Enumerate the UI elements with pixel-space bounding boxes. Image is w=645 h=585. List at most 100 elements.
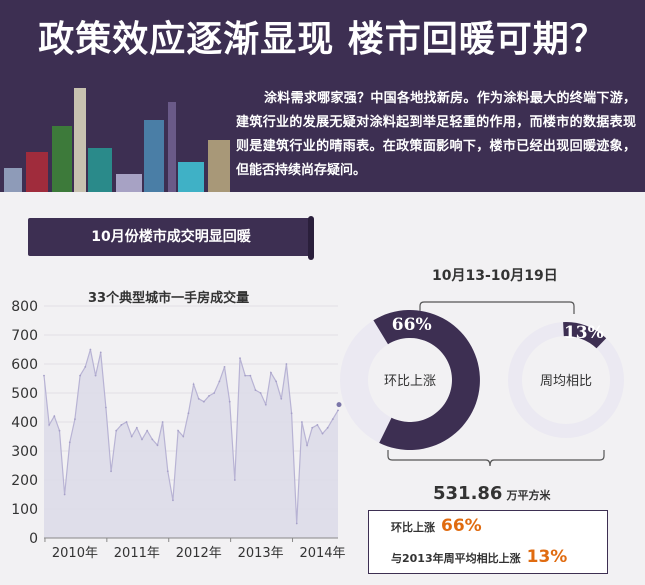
data-point xyxy=(110,470,112,473)
data-point xyxy=(187,412,190,415)
data-point xyxy=(202,400,205,403)
data-point xyxy=(270,371,272,374)
data-point xyxy=(177,429,180,432)
last-point-marker xyxy=(336,402,342,408)
top-bracket xyxy=(419,301,575,314)
series-area xyxy=(44,349,338,538)
data-point xyxy=(218,380,221,383)
data-point xyxy=(141,438,143,441)
data-point xyxy=(120,424,123,426)
data-point xyxy=(213,392,216,394)
data-point xyxy=(84,366,87,368)
data-point xyxy=(326,426,329,429)
data-point xyxy=(192,383,195,386)
y-tick-label: 700 xyxy=(11,328,38,344)
data-point xyxy=(125,421,128,423)
data-point xyxy=(89,348,92,351)
data-point xyxy=(244,374,247,377)
data-point xyxy=(321,432,324,435)
data-point xyxy=(233,479,236,481)
donut-value-label: 13% xyxy=(564,323,604,343)
total-area-value: 531.86 万平方米 xyxy=(433,483,550,504)
page-title: 政策效应逐渐显现 楼市回暖可期？ xyxy=(38,19,607,60)
data-point xyxy=(239,357,241,360)
building xyxy=(88,148,112,192)
donut-slice xyxy=(563,322,607,349)
data-point xyxy=(58,429,61,432)
y-tick-label: 800 xyxy=(11,299,38,315)
data-point xyxy=(331,418,334,420)
donut-center-label: 环比上涨 xyxy=(384,374,436,389)
y-tick-label: 500 xyxy=(11,386,38,402)
building xyxy=(116,174,142,192)
total-area-unit: 万平方米 xyxy=(506,489,551,502)
banner-edge xyxy=(308,216,314,260)
data-point xyxy=(280,397,283,400)
data-point xyxy=(68,441,71,444)
data-point xyxy=(311,426,314,429)
chart-title: 33个典型城市一手房成交量 xyxy=(88,291,250,306)
building xyxy=(74,88,86,192)
data-point xyxy=(223,366,226,368)
data-point xyxy=(135,426,138,429)
data-point xyxy=(146,429,149,432)
summary-row-mom-label: 环比上涨 xyxy=(391,521,435,534)
data-point xyxy=(300,421,303,423)
bottom-bracket xyxy=(387,450,605,467)
building xyxy=(178,162,204,192)
intro-paragraph: 涂料需求哪家强？中国各地找新房。作为涂料最大的终端下游，建筑行业的发展无疑对涂料… xyxy=(236,91,636,178)
building xyxy=(208,140,230,192)
y-tick-label: 200 xyxy=(11,473,38,489)
building xyxy=(144,120,164,192)
data-point xyxy=(53,415,56,418)
data-point xyxy=(306,444,308,447)
y-tick-label: 300 xyxy=(11,444,38,460)
data-point xyxy=(74,418,76,420)
data-point xyxy=(161,421,164,423)
data-point xyxy=(208,395,210,397)
data-point xyxy=(130,435,133,438)
donut-value-label: 66% xyxy=(392,315,432,335)
y-tick-label: 0 xyxy=(29,531,38,547)
data-point xyxy=(197,397,200,400)
donut-center-label: 周均相比 xyxy=(540,374,592,389)
summary-row-yoy: 与2013年周平均相比上涨 13% xyxy=(391,547,567,567)
data-point xyxy=(290,412,293,415)
x-tick-label: 2013年 xyxy=(238,546,284,560)
building xyxy=(168,102,176,192)
data-point xyxy=(79,374,82,377)
data-point xyxy=(172,499,174,502)
data-point xyxy=(275,380,278,383)
donut-slice xyxy=(373,310,480,451)
building xyxy=(4,168,22,192)
summary-row-mom: 环比上涨 66% xyxy=(391,516,482,536)
data-point xyxy=(156,444,159,447)
transaction-volume-chart: 0 100 200 300 400 500 600 700 800 2010年 2011年 2012年… xyxy=(11,299,345,560)
data-point xyxy=(104,406,107,409)
data-point xyxy=(264,403,267,406)
data-point xyxy=(295,522,298,525)
data-point xyxy=(228,400,231,403)
data-point xyxy=(43,374,45,377)
summary-row-mom-value: 66% xyxy=(441,516,482,536)
summary-row-yoy-value: 13% xyxy=(526,547,568,567)
data-point xyxy=(166,470,169,473)
building xyxy=(52,126,72,192)
data-point xyxy=(63,493,66,496)
data-point xyxy=(182,435,185,438)
data-point xyxy=(337,409,339,412)
week-date-range: 10月13-10月19日 xyxy=(432,268,558,284)
building xyxy=(26,152,48,192)
series-line xyxy=(43,349,339,524)
x-tick-label: 2012年 xyxy=(176,546,222,560)
x-tick-label: 2011年 xyxy=(114,546,160,560)
data-point xyxy=(94,374,97,377)
y-tick-label: 100 xyxy=(11,502,38,518)
data-point xyxy=(99,351,102,354)
x-tick-label: 2014年 xyxy=(299,546,345,560)
data-point xyxy=(249,374,252,377)
section-banner: 10月份楼市成交明显回暖 xyxy=(28,218,314,256)
data-point xyxy=(316,424,319,426)
y-tick-label: 600 xyxy=(11,357,38,373)
y-tick-label: 400 xyxy=(11,415,38,431)
